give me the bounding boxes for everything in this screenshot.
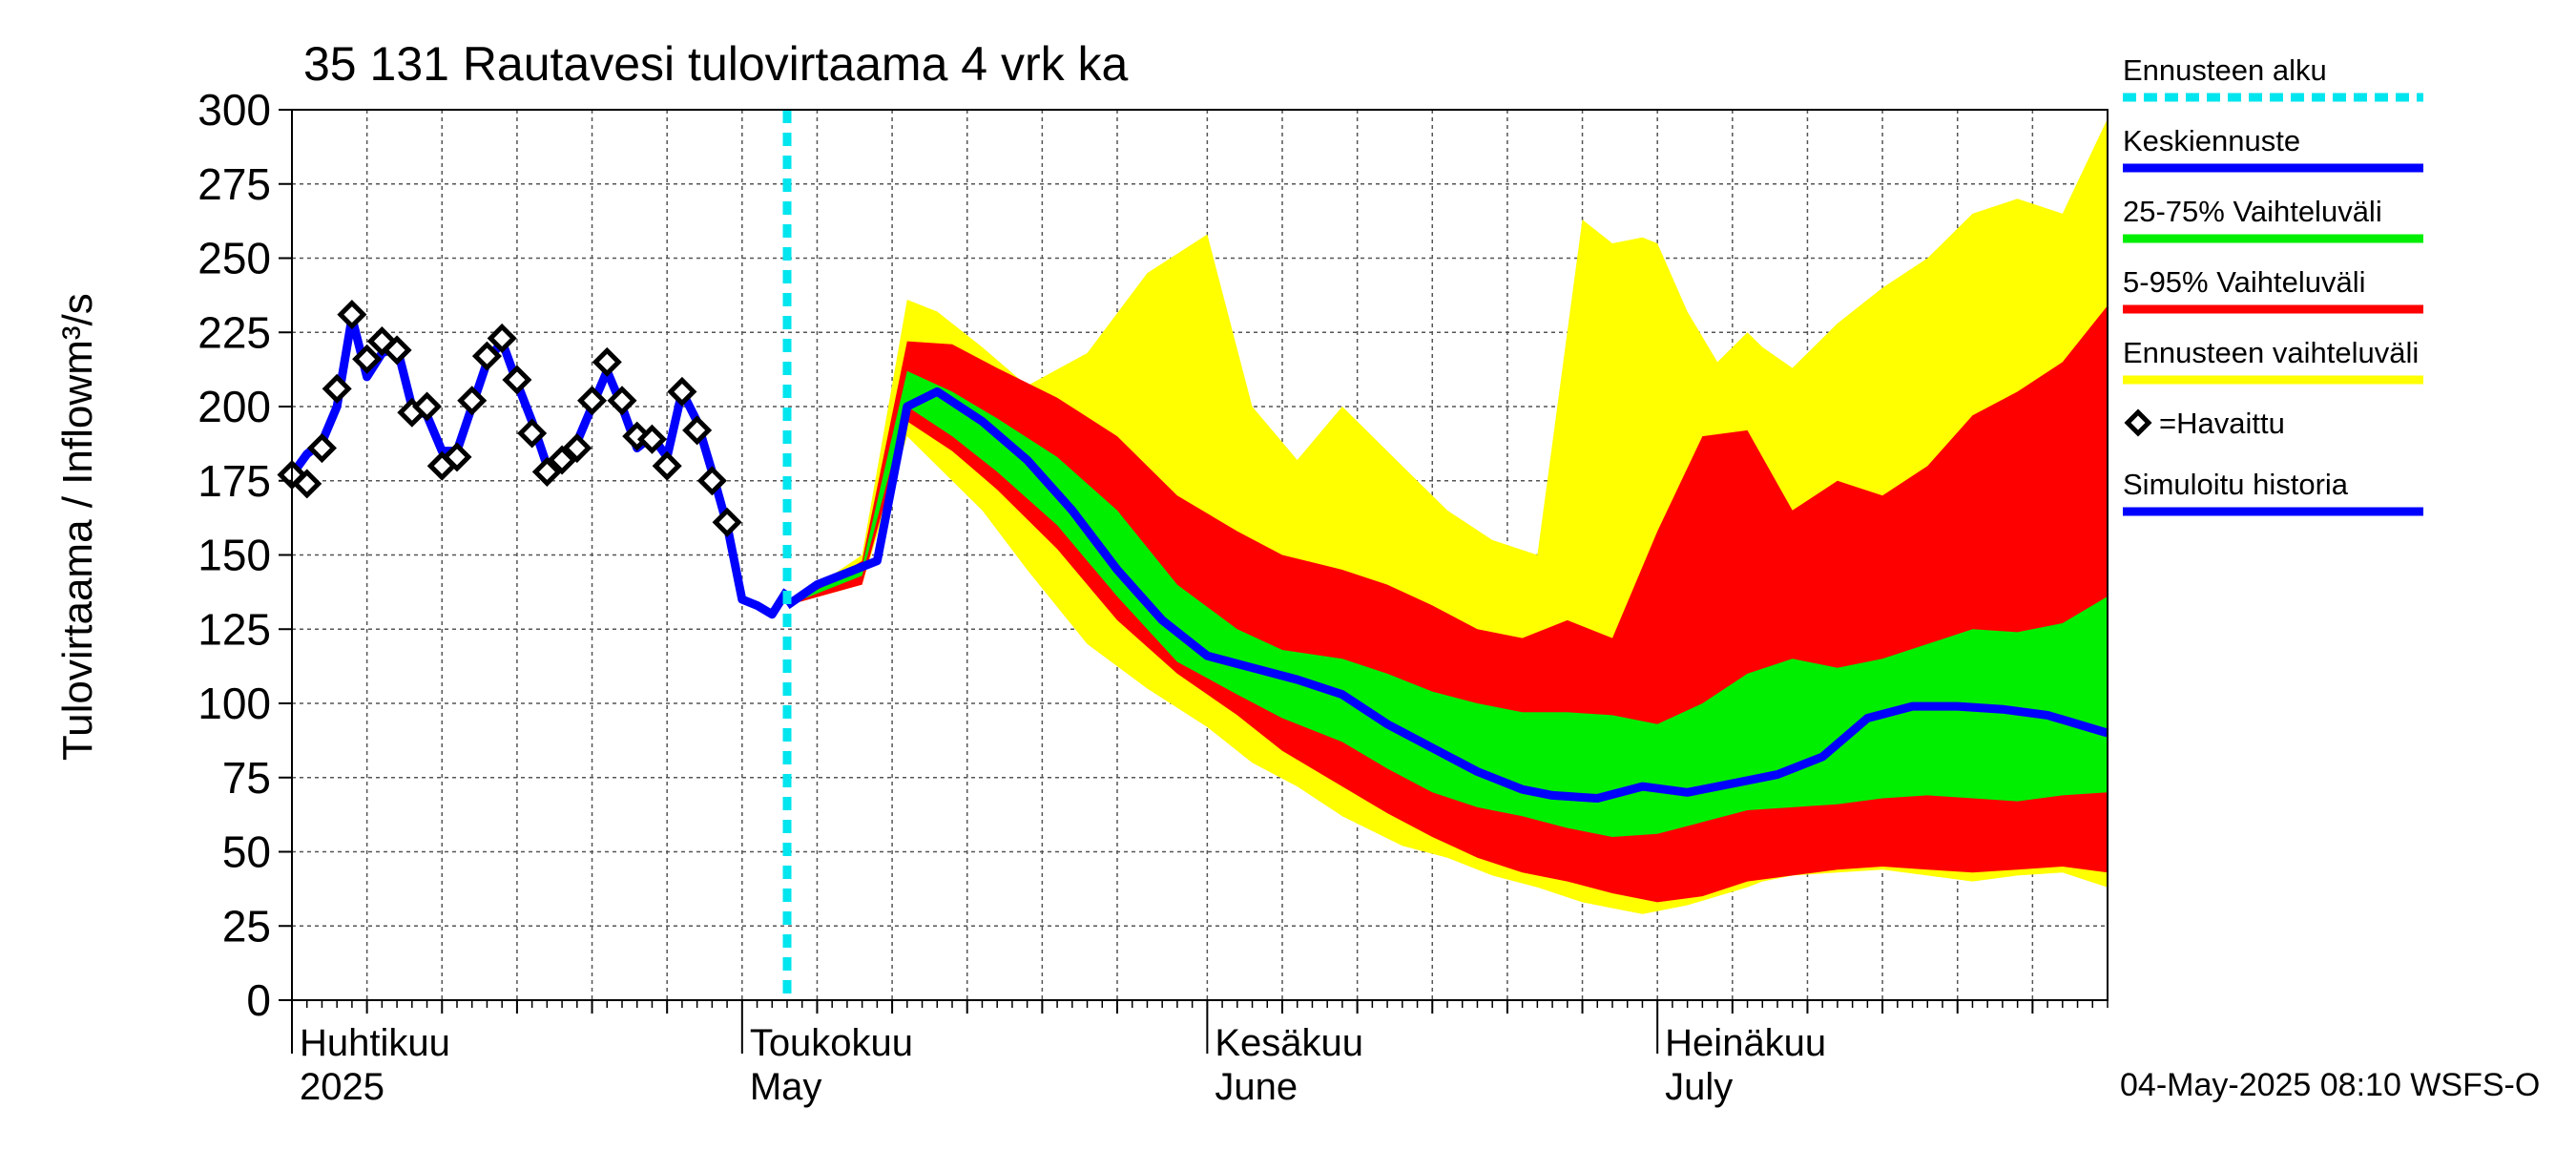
y-tick-label: 225 <box>197 307 271 357</box>
observed-marker <box>667 376 697 407</box>
observed-marker <box>636 424 667 454</box>
observed-marker <box>682 415 713 446</box>
observed-marker <box>577 386 608 416</box>
observed-marker <box>412 391 443 422</box>
y-tick-label: 25 <box>222 901 271 951</box>
x-tick-label: Huhtikuu <box>300 1022 450 1064</box>
axes: 0 25 50 75 100 125 150 175 200 225 250 275 300 Huhtik… <box>197 85 2109 1108</box>
observed-marker <box>322 373 352 404</box>
x-tick-label: Heinäkuu <box>1665 1022 1826 1064</box>
legend-label: 5-95% Vaihteluväli <box>2123 265 2365 299</box>
y-tick-label: 200 <box>197 382 271 431</box>
y-tick-label: 275 <box>197 159 271 209</box>
observed-marker <box>337 300 367 330</box>
x-tick-label-secondary: May <box>750 1066 822 1108</box>
legend-label: Keskiennuste <box>2123 124 2300 157</box>
y-tick-label: 75 <box>222 753 271 803</box>
y-tick-label: 0 <box>246 975 271 1025</box>
y-tick-label: 125 <box>197 604 271 654</box>
legend-label: Ennusteen vaihteluväli <box>2123 336 2419 369</box>
legend-label: =Havaittu <box>2159 407 2285 440</box>
observed-marker <box>712 507 742 537</box>
legend-label: Simuloitu historia <box>2123 468 2349 501</box>
y-tick-label: 250 <box>197 234 271 283</box>
observed-marker <box>517 418 548 449</box>
observed-marker <box>531 456 562 487</box>
forecast-bands <box>787 118 2108 914</box>
y-tick-label: 100 <box>197 679 271 728</box>
y-tick-label: 150 <box>197 531 271 580</box>
y-tick-label: 50 <box>222 827 271 877</box>
observed-marker <box>382 335 412 366</box>
legend-label: 25-75% Vaihteluväli <box>2123 195 2382 228</box>
observed-marker <box>292 469 322 499</box>
observed-marker <box>696 466 727 496</box>
x-tick-label-secondary: July <box>1665 1066 1733 1108</box>
y-tick-label: 300 <box>197 85 271 135</box>
x-tick-label: Kesäkuu <box>1215 1022 1363 1064</box>
y-tick-label: 175 <box>197 456 271 506</box>
observed-markers <box>277 300 742 537</box>
observed-marker <box>352 344 383 374</box>
observed-marker <box>457 386 488 416</box>
observed-marker <box>652 450 682 481</box>
observed-marker <box>442 442 472 472</box>
y-axis-label: Tulovirtaama / Inflow <box>54 375 101 762</box>
observed-marker <box>502 365 532 395</box>
observed-marker <box>471 341 502 371</box>
legend: Ennusteen alku Keskiennuste 25-75% Vaihtel… <box>2123 53 2423 516</box>
median-forecast-line <box>784 387 2109 803</box>
footer-timestamp: 04-May-2025 08:10 WSFS-O <box>2120 1067 2540 1103</box>
legend-marker <box>2124 408 2152 437</box>
observed-marker <box>592 346 622 377</box>
chart-title: 35 131 Rautavesi tulovirtaama 4 vrk ka <box>303 37 1129 91</box>
x-tick-label-secondary: June <box>1215 1066 1298 1108</box>
observed-marker <box>306 433 337 464</box>
x-tick-label-secondary: 2025 <box>300 1066 384 1108</box>
y-axis-unit: m³/s <box>54 293 101 375</box>
observed-marker <box>487 323 517 354</box>
observed-marker <box>547 445 577 475</box>
observed-marker <box>562 433 592 464</box>
x-tick-label: Toukokuu <box>750 1022 913 1064</box>
band-25-75 <box>787 370 2108 837</box>
observed-marker <box>607 386 637 416</box>
legend-label: Ennusteen alku <box>2123 53 2327 87</box>
